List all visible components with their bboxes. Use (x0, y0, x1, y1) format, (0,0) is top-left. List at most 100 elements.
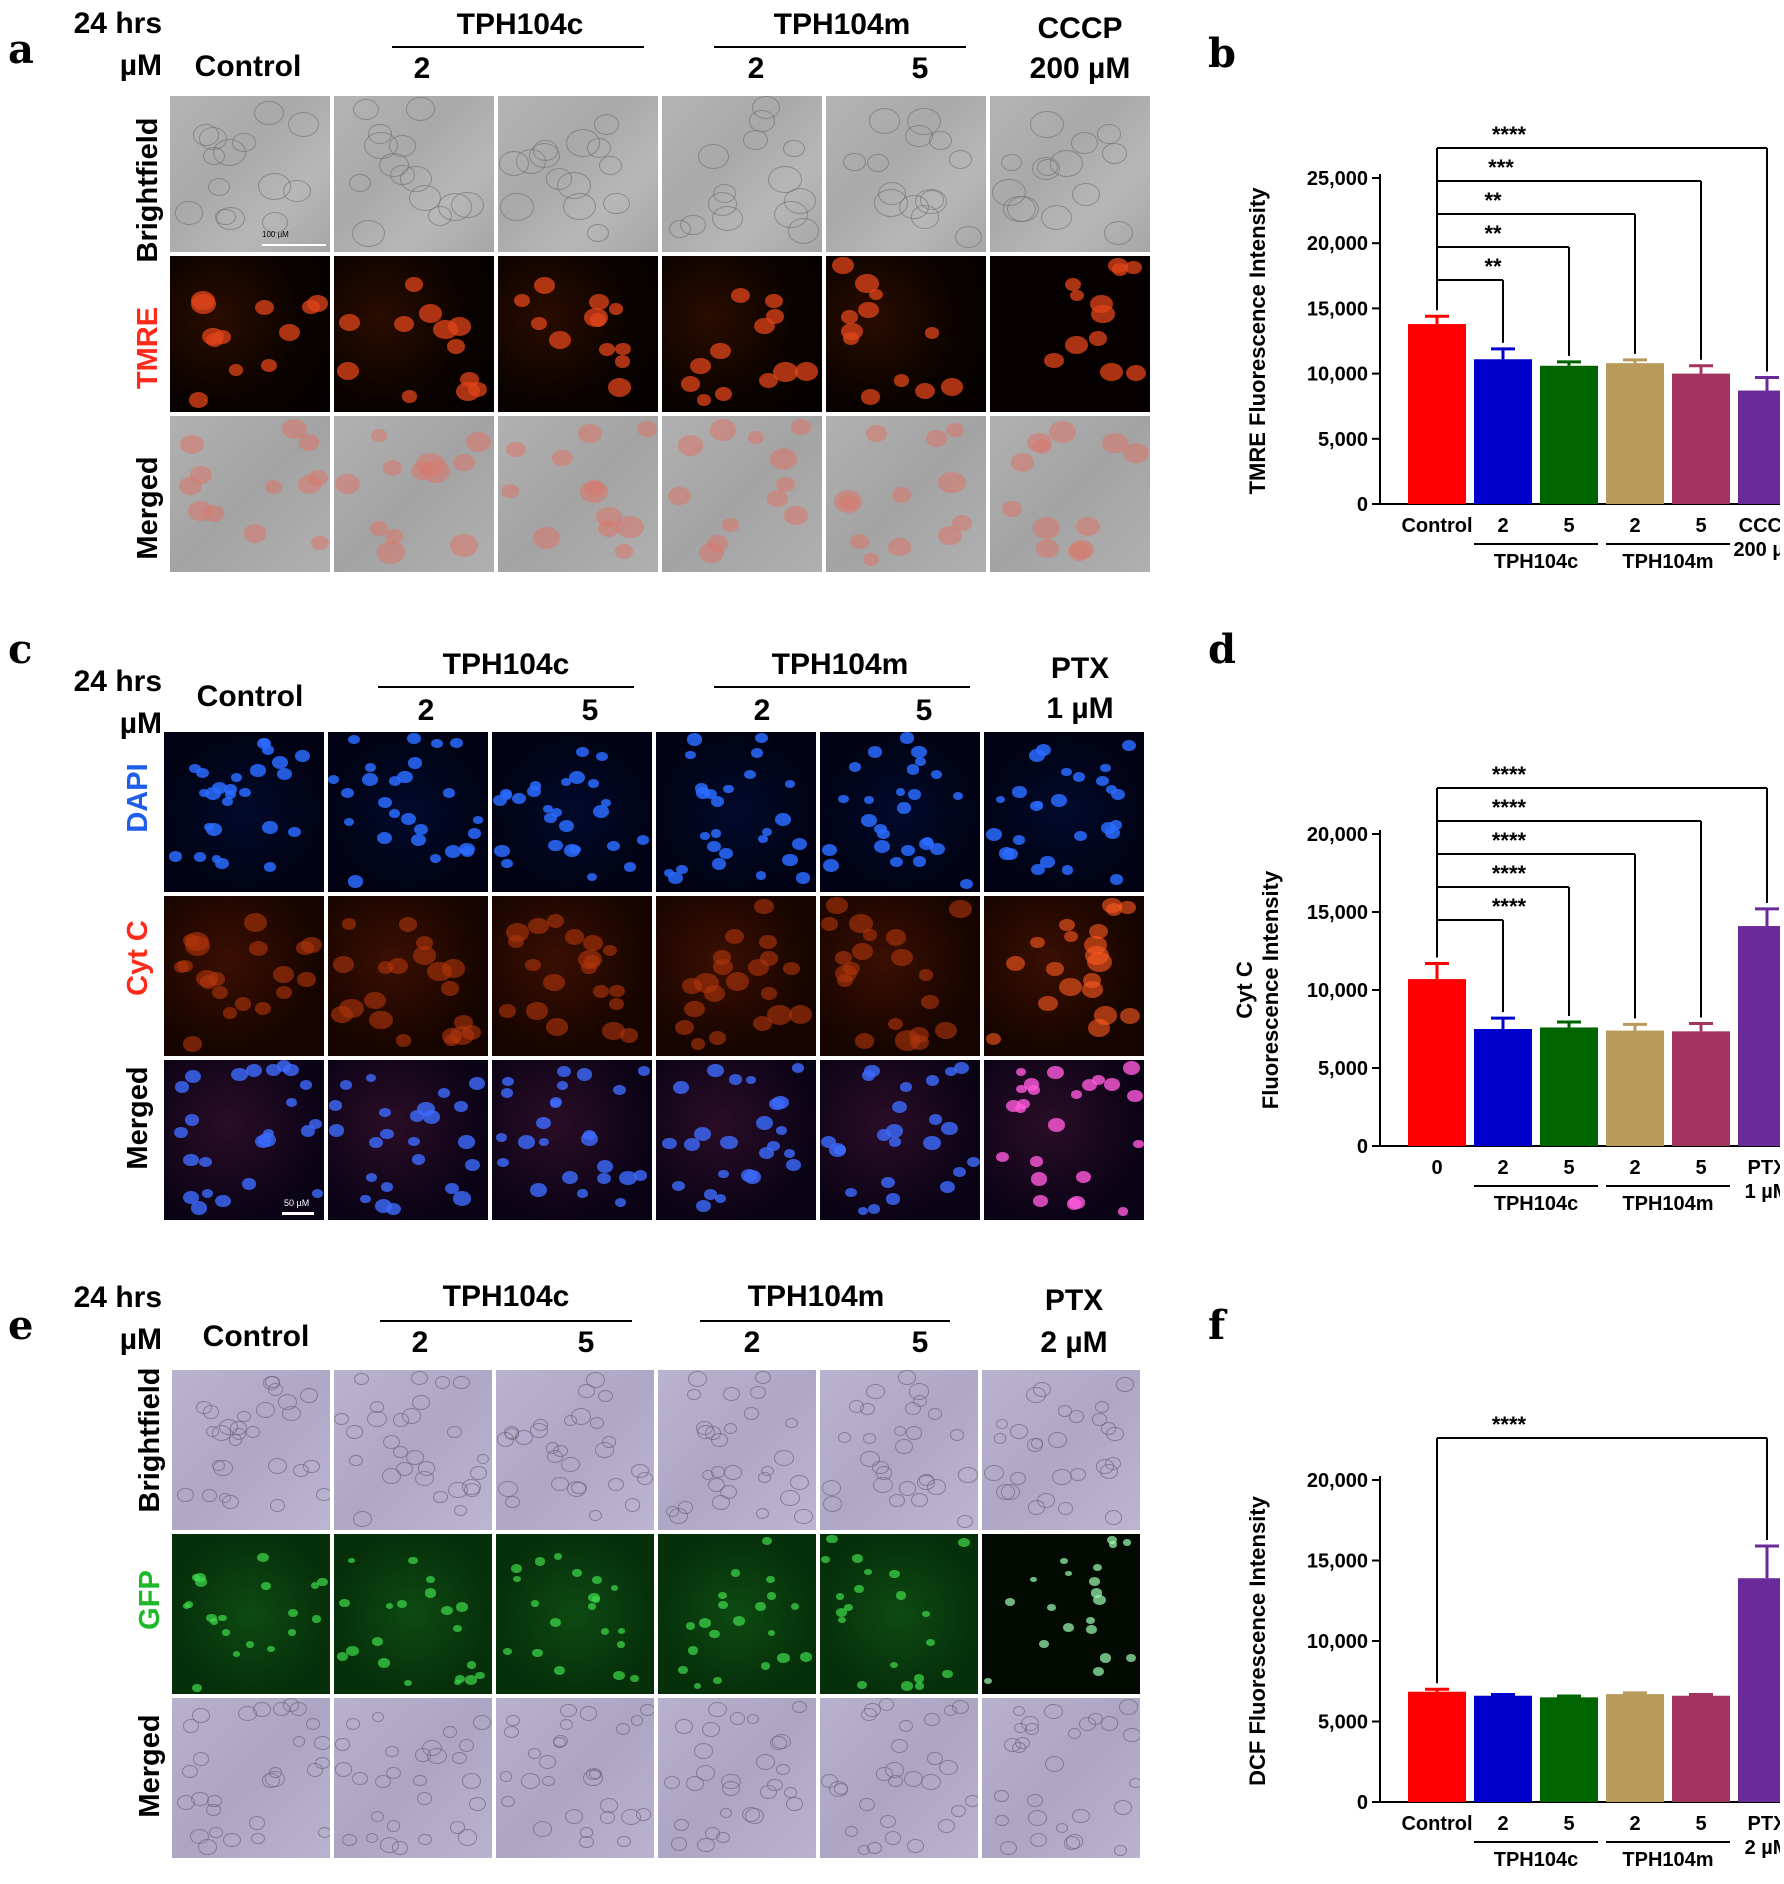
header-group1-e: TPH104c (442, 1280, 570, 1313)
bar (1474, 1029, 1532, 1146)
group1-line-c (378, 686, 634, 688)
bar (1540, 1027, 1598, 1146)
panel-letter-d: d (1208, 626, 1236, 673)
scale-bar-label-a: 100 µM (262, 230, 289, 239)
y-tick-label: 20,000 (1307, 233, 1368, 255)
bar (1672, 373, 1730, 504)
header-group1-c: TPH104c (442, 648, 570, 681)
significance-label: **** (1492, 861, 1527, 886)
x-tick-label: 0 (1431, 1157, 1442, 1179)
y-tick-label: 20,000 (1307, 1470, 1368, 1492)
micrograph-positive-control-row3 (984, 1060, 1144, 1220)
micrograph-group2-dose-low-row3 (658, 1698, 816, 1858)
x-tick-label: 2 µM (1745, 1837, 1780, 1859)
micrograph-group2-dose-high-row1 (820, 732, 980, 892)
micrograph-control-row1 (172, 1370, 330, 1530)
micrograph-group2-dose-high-row1 (826, 96, 986, 252)
header-pos-dose: 200 µM (1029, 52, 1131, 85)
y-tick-label: 0 (1357, 1136, 1368, 1158)
x-tick-label: 200 µM (1733, 539, 1780, 561)
micrograph-positive-control-row1 (990, 96, 1150, 252)
header-dose-high: 5 (911, 52, 929, 85)
x-tick-label: 2 (1629, 515, 1640, 537)
time-label-c: 24 hrs µM (62, 664, 162, 742)
micrograph-group1-dose-high-row1 (492, 732, 652, 892)
x-tick-label: 1 µM (1745, 1181, 1780, 1203)
header-dose-low-e2: 2 (743, 1326, 761, 1359)
x-tick-label: 5 (1695, 515, 1706, 537)
x-tick-label: 5 (1563, 1157, 1574, 1179)
micrograph-group1-dose-high-row3 (496, 1698, 654, 1858)
group2-line-c (714, 686, 970, 688)
x-tick-label: 2 (1629, 1157, 1640, 1179)
y-tick-label: 20,000 (1307, 824, 1368, 846)
group1-line (392, 46, 644, 48)
time-text: 24 hrs (73, 7, 162, 40)
micrograph-group2-dose-low-row3 (662, 416, 822, 572)
bar (1540, 365, 1598, 504)
header-pos-name-c: PTX (1050, 652, 1110, 685)
group-label: TPH104m (1622, 551, 1713, 573)
micrograph-group1-dose-low-row1 (334, 96, 494, 252)
y-tick-label: 0 (1357, 494, 1368, 516)
header-dose-low-c2: 2 (753, 694, 771, 727)
x-tick-label: PTX (1748, 1813, 1780, 1835)
x-tick-label: PTX (1748, 1157, 1780, 1179)
micrograph-group1-dose-high-row2 (492, 896, 652, 1056)
row-label-cytc: Cyt C (122, 920, 154, 996)
micrograph-group1-dose-high-row1 (496, 1370, 654, 1530)
bar (1408, 324, 1466, 504)
header-pos-dose-c: 1 µM (1046, 692, 1114, 725)
panel-letter-e: e (8, 1302, 34, 1349)
bar (1672, 1695, 1730, 1802)
micrograph-group1-dose-high-row1 (498, 96, 658, 252)
x-tick-label: 2 (1629, 1813, 1640, 1835)
unit-text: µM (119, 49, 162, 82)
micrograph-group1-dose-low-row1 (328, 732, 488, 892)
y-tick-label: 5,000 (1318, 1712, 1368, 1734)
micrograph-group2-dose-high-row2 (826, 256, 986, 412)
micrograph-group2-dose-low-row2 (656, 896, 816, 1056)
group-label: TPH104m (1622, 1849, 1713, 1870)
micrograph-group2-dose-low-row2 (658, 1534, 816, 1694)
time-label: 24 hrs µM (62, 6, 162, 84)
micrograph-group1-dose-low-row2 (334, 256, 494, 412)
scale-bar-c (282, 1212, 314, 1215)
chart-d: Cyt C Fluorescence Intensity 0 5,000 10,000 1… (1232, 762, 1780, 1215)
header-dose-low-2: 2 (747, 52, 765, 85)
header-dose-high-e2: 5 (911, 1326, 929, 1359)
micrograph-group1-dose-high-row2 (498, 256, 658, 412)
group-label: TPH104m (1622, 1193, 1713, 1215)
x-tick-label: Control (1401, 1813, 1472, 1835)
panel-letter-a: a (8, 26, 34, 73)
row-label-dapi: DAPI (122, 763, 154, 833)
panel-letter-f: f (1208, 1302, 1226, 1349)
group-label: TPH104c (1494, 1849, 1579, 1870)
group-label: TPH104c (1494, 1193, 1579, 1215)
micrograph-control-row2 (172, 1534, 330, 1694)
header-dose-high-c: 5 (581, 694, 599, 727)
y-tick-label: 10,000 (1307, 1631, 1368, 1653)
micrograph-group1-dose-low-row3 (328, 1060, 488, 1220)
micrograph-control-row1 (170, 96, 330, 252)
micrograph-control-row3 (170, 416, 330, 572)
significance-label: **** (1492, 122, 1527, 147)
micrograph-group1-dose-low-row2 (328, 896, 488, 1056)
header-dose-low-e: 2 (411, 1326, 429, 1359)
row-label-merged-c: Merged (122, 1066, 154, 1170)
bar (1606, 363, 1664, 504)
x-tick-label: CCCP (1739, 515, 1780, 537)
scale-bar-label-c: 50 µM (284, 1198, 310, 1208)
micrograph-positive-control-row2 (984, 896, 1144, 1056)
chart-b: TMRE Fluorescence Intensity 0 5,000 10,000 1… (1245, 122, 1780, 573)
micrograph-group1-dose-low-row2 (334, 1534, 492, 1694)
x-tick-label: 2 (1497, 1813, 1508, 1835)
micrograph-control-row3 (164, 1060, 324, 1220)
bar (1738, 390, 1780, 504)
significance-label: **** (1492, 762, 1527, 787)
header-control-e: Control (202, 1320, 310, 1353)
micrograph-group1-dose-low-row3 (334, 1698, 492, 1858)
significance-label: ** (1484, 188, 1502, 213)
x-tick-label: 5 (1695, 1157, 1706, 1179)
y-tick-label: 10,000 (1307, 980, 1368, 1002)
